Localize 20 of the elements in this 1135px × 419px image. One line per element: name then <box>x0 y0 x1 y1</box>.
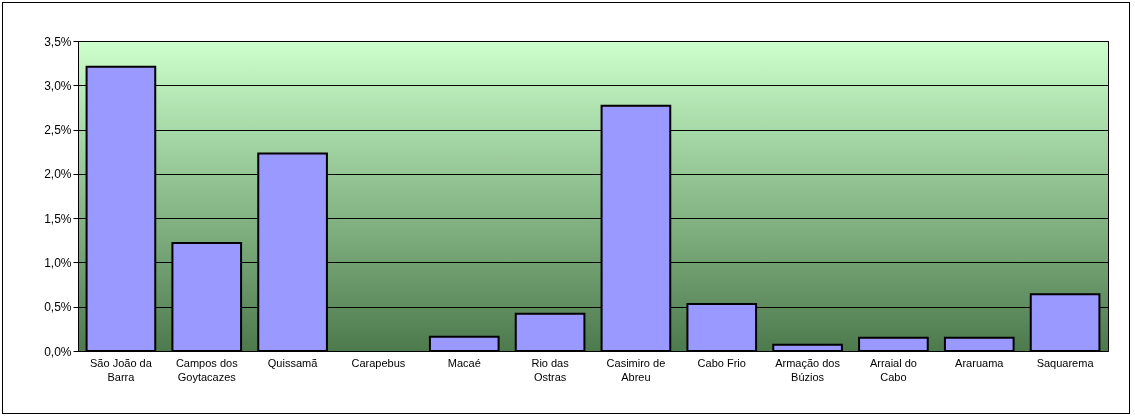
y-tick-label: 2,5% <box>44 123 72 138</box>
y-tick-label: 1,5% <box>44 211 72 226</box>
x-tick-label: Cabo Frio <box>697 356 746 369</box>
x-tick-label: Saquarema <box>1036 356 1095 369</box>
y-tick-label: 0,0% <box>44 344 72 359</box>
y-tick-label: 2,0% <box>44 167 72 182</box>
y-tick-label: 1,0% <box>44 255 72 270</box>
x-tick-label: Casimiro de Abreu <box>606 356 666 383</box>
y-tick-label: 0,5% <box>44 300 72 315</box>
x-tick-label: Macaé <box>447 356 481 369</box>
x-tick-label: Rio das Ostras <box>531 356 570 383</box>
x-tick-label: Quissamã <box>267 356 319 369</box>
x-tick-label: Araruama <box>955 356 1005 369</box>
y-tick-label: 3,5% <box>44 34 72 49</box>
x-tick-label: Armação dos Búzios <box>775 356 841 383</box>
x-tick-label: Carapebus <box>351 356 406 369</box>
x-tick-label: Campos dos Goytacazes <box>175 356 239 383</box>
x-tick-label: Arraial do Cabo <box>869 356 917 383</box>
x-tick-label: São João da Barra <box>90 356 153 383</box>
y-tick-label: 3,0% <box>44 78 72 93</box>
